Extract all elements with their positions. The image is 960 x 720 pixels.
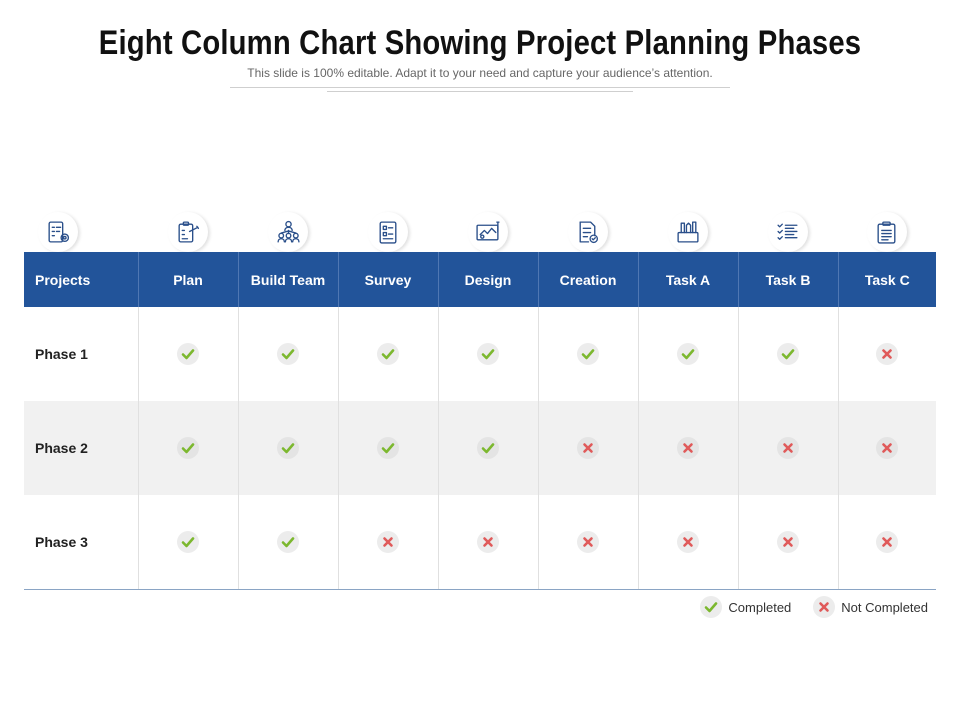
- column-header: Task C: [838, 252, 936, 307]
- status-cell: [238, 307, 339, 401]
- title-divider: [230, 87, 730, 88]
- status-cell: [138, 495, 239, 590]
- check-icon: [777, 343, 799, 365]
- status-cell: [138, 307, 239, 401]
- legend: Completed Not Completed: [678, 596, 928, 618]
- column-header: Build Team: [238, 252, 339, 307]
- check-icon: [577, 343, 599, 365]
- column-header: Task B: [738, 252, 839, 307]
- design-board-icon: [468, 212, 508, 252]
- cross-icon: [813, 596, 836, 618]
- status-cell: [138, 401, 239, 495]
- legend-item-completed: Completed: [700, 596, 791, 618]
- document-check-icon: [568, 212, 608, 252]
- cross-icon: [777, 437, 799, 459]
- status-cell: [638, 307, 739, 401]
- column-icon-row: [24, 212, 936, 252]
- check-icon: [477, 437, 499, 459]
- check-icon: [277, 530, 299, 553]
- status-cell: [538, 401, 639, 495]
- column-header: Creation: [538, 252, 639, 307]
- cross-icon: [876, 343, 899, 365]
- survey-document-icon: [368, 212, 408, 252]
- status-cell: [438, 495, 539, 590]
- check-icon: [477, 343, 499, 365]
- clipboard-list-icon: [867, 212, 907, 252]
- clipboard-pencil-icon: [168, 212, 208, 252]
- cross-icon: [876, 530, 899, 553]
- check-icon: [277, 437, 299, 459]
- table-row: Phase 3: [24, 495, 936, 590]
- legend-label-completed: Completed: [728, 599, 792, 615]
- status-cell: [338, 307, 439, 401]
- cross-icon: [577, 437, 599, 459]
- status-cell: [738, 495, 839, 590]
- row-label: Phase 2: [24, 401, 139, 495]
- row-label: Phase 1: [24, 307, 139, 401]
- column-header: Projects: [24, 252, 139, 307]
- column-header: Survey: [338, 252, 439, 307]
- table-body: Phase 1 Phase 2 Phase 3: [24, 307, 936, 590]
- legend-item-not-completed: Not Completed: [813, 596, 928, 618]
- column-header: Plan: [138, 252, 239, 307]
- phase-table: Projects Plan Build Team Survey Design Creati…: [24, 252, 936, 590]
- tools-box-icon: [668, 212, 708, 252]
- column-header: Task A: [638, 252, 739, 307]
- status-cell: [738, 401, 839, 495]
- check-icon: [677, 343, 699, 365]
- page-title: Eight Column Chart Showing Project Plann…: [98, 24, 862, 62]
- check-icon: [177, 437, 199, 459]
- table-row: Phase 1: [24, 307, 936, 401]
- status-cell: [338, 401, 439, 495]
- legend-label-not-completed: Not Completed: [841, 599, 928, 615]
- status-cell: [638, 495, 739, 590]
- checklist-gear-icon: [38, 212, 78, 252]
- task-list-icon: [768, 212, 808, 252]
- status-cell: [438, 401, 539, 495]
- cross-icon: [777, 530, 799, 553]
- cross-icon: [377, 530, 399, 553]
- check-icon: [377, 343, 399, 365]
- status-cell: [838, 401, 936, 495]
- status-cell: [538, 495, 639, 590]
- status-cell: [238, 401, 339, 495]
- check-icon: [177, 343, 199, 365]
- team-network-icon: [268, 212, 308, 252]
- status-cell: [838, 495, 936, 590]
- table-header-row: Projects Plan Build Team Survey Design Creati…: [24, 252, 936, 307]
- check-icon: [377, 437, 399, 459]
- status-cell: [838, 307, 936, 401]
- status-cell: [338, 495, 439, 590]
- check-icon: [277, 343, 299, 365]
- cross-icon: [477, 530, 499, 553]
- column-header: Design: [438, 252, 539, 307]
- title-divider-short: [327, 91, 633, 92]
- cross-icon: [577, 530, 599, 553]
- cross-icon: [677, 530, 699, 553]
- row-label: Phase 3: [24, 495, 139, 590]
- page-subtitle: This slide is 100% editable. Adapt it to…: [247, 66, 713, 80]
- status-cell: [438, 307, 539, 401]
- cross-icon: [677, 437, 699, 459]
- check-icon: [177, 530, 199, 553]
- status-cell: [638, 401, 739, 495]
- status-cell: [738, 307, 839, 401]
- cross-icon: [876, 437, 899, 459]
- check-icon: [700, 596, 723, 618]
- table-row: Phase 2: [24, 401, 936, 495]
- status-cell: [238, 495, 339, 590]
- status-cell: [538, 307, 639, 401]
